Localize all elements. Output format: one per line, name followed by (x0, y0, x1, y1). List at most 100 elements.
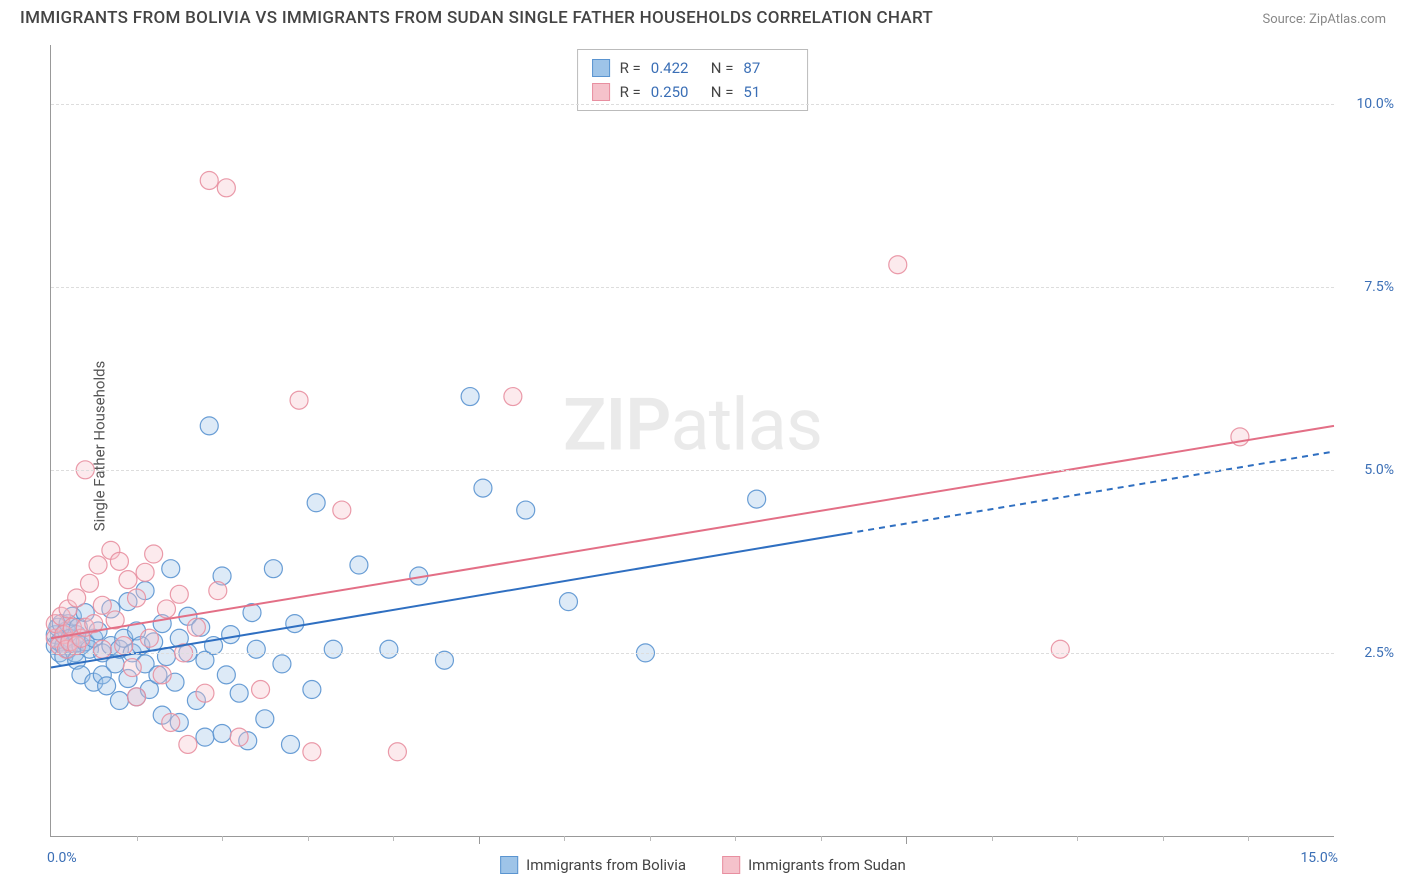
data-point (217, 179, 235, 197)
x-tick (137, 836, 138, 841)
chart-svg (51, 45, 1334, 836)
data-point (187, 618, 205, 636)
data-point (435, 651, 453, 669)
x-tick (564, 836, 565, 841)
data-point (110, 692, 128, 710)
gridline (51, 104, 1334, 105)
series-label: Immigrants from Bolivia (526, 856, 686, 874)
data-point (93, 640, 111, 658)
data-point (213, 724, 231, 742)
data-point (889, 256, 907, 274)
x-axis-max-label: 15.0% (1300, 850, 1338, 866)
x-tick (992, 836, 993, 841)
source-link[interactable]: ZipAtlas.com (1309, 12, 1386, 27)
legend-swatch (722, 856, 740, 874)
data-point (303, 681, 321, 699)
data-point (128, 688, 146, 706)
data-point (333, 501, 351, 519)
data-point (388, 743, 406, 761)
y-tick-label: 10.0% (1344, 96, 1394, 112)
x-tick (735, 836, 736, 841)
data-point (170, 585, 188, 603)
y-tick-label: 5.0% (1344, 462, 1394, 478)
r-value: 0.422 (651, 56, 701, 80)
data-point (153, 666, 171, 684)
data-point (264, 560, 282, 578)
data-point (504, 388, 522, 406)
legend-swatch (500, 856, 518, 874)
x-tick (821, 836, 822, 841)
legend-swatch (592, 59, 610, 77)
data-point (290, 391, 308, 409)
trend-line-extrapolated (846, 451, 1334, 533)
r-value: 0.250 (651, 80, 701, 104)
data-point (273, 655, 291, 673)
series-legend-item: Immigrants from Bolivia (500, 856, 686, 874)
data-point (230, 728, 248, 746)
data-point (140, 629, 158, 647)
stats-legend: R = 0.422 N = 87R = 0.250 N = 51 (577, 49, 809, 111)
data-point (119, 571, 137, 589)
x-tick (222, 836, 223, 841)
data-point (517, 501, 535, 519)
data-point (80, 574, 98, 592)
data-point (230, 684, 248, 702)
data-point (162, 560, 180, 578)
source-prefix: Source: (1262, 12, 1309, 27)
x-tick (650, 836, 651, 841)
x-tick (1163, 836, 1164, 841)
data-point (252, 681, 270, 699)
data-point (307, 494, 325, 512)
data-point (68, 589, 86, 607)
data-point (162, 713, 180, 731)
chart-plot-area: ZIPatlas R =0.422N =87R =0.250N =51 0.0%… (50, 45, 1334, 837)
data-point (98, 677, 116, 695)
legend-row: R = 0.250 N = 51 (592, 80, 794, 104)
gridline (51, 287, 1334, 288)
gridline (51, 470, 1334, 471)
data-point (474, 479, 492, 497)
data-point (115, 637, 133, 655)
x-tick (479, 836, 480, 844)
series-label: Immigrants from Sudan (748, 856, 906, 874)
x-tick (308, 836, 309, 841)
n-value: 87 (743, 56, 793, 80)
source-attribution: Source: ZipAtlas.com (1262, 8, 1386, 27)
data-point (380, 640, 398, 658)
n-label: N = (711, 80, 734, 104)
trend-line (51, 426, 1334, 638)
data-point (461, 388, 479, 406)
data-point (157, 600, 175, 618)
data-point (748, 490, 766, 508)
data-point (303, 743, 321, 761)
data-point (136, 563, 154, 581)
data-point (286, 615, 304, 633)
x-tick (1077, 836, 1078, 841)
data-point (281, 735, 299, 753)
data-point (110, 552, 128, 570)
data-point (145, 545, 163, 563)
data-point (559, 593, 577, 611)
data-point (196, 728, 214, 746)
data-point (89, 556, 107, 574)
x-tick (393, 836, 394, 841)
legend-swatch (592, 83, 610, 101)
data-point (222, 626, 240, 644)
r-label: R = (620, 56, 641, 80)
data-point (256, 710, 274, 728)
data-point (350, 556, 368, 574)
y-tick-label: 7.5% (1344, 279, 1394, 295)
n-value: 51 (743, 80, 793, 104)
x-tick (1248, 836, 1249, 841)
chart-title: IMMIGRANTS FROM BOLIVIA VS IMMIGRANTS FR… (20, 8, 933, 28)
x-tick (906, 836, 907, 844)
y-tick-label: 2.5% (1344, 645, 1394, 661)
data-point (209, 582, 227, 600)
data-point (247, 640, 265, 658)
data-point (93, 596, 111, 614)
series-legend-item: Immigrants from Sudan (722, 856, 906, 874)
r-label: R = (620, 80, 641, 104)
data-point (123, 659, 141, 677)
data-point (1051, 640, 1069, 658)
gridline (51, 653, 1334, 654)
